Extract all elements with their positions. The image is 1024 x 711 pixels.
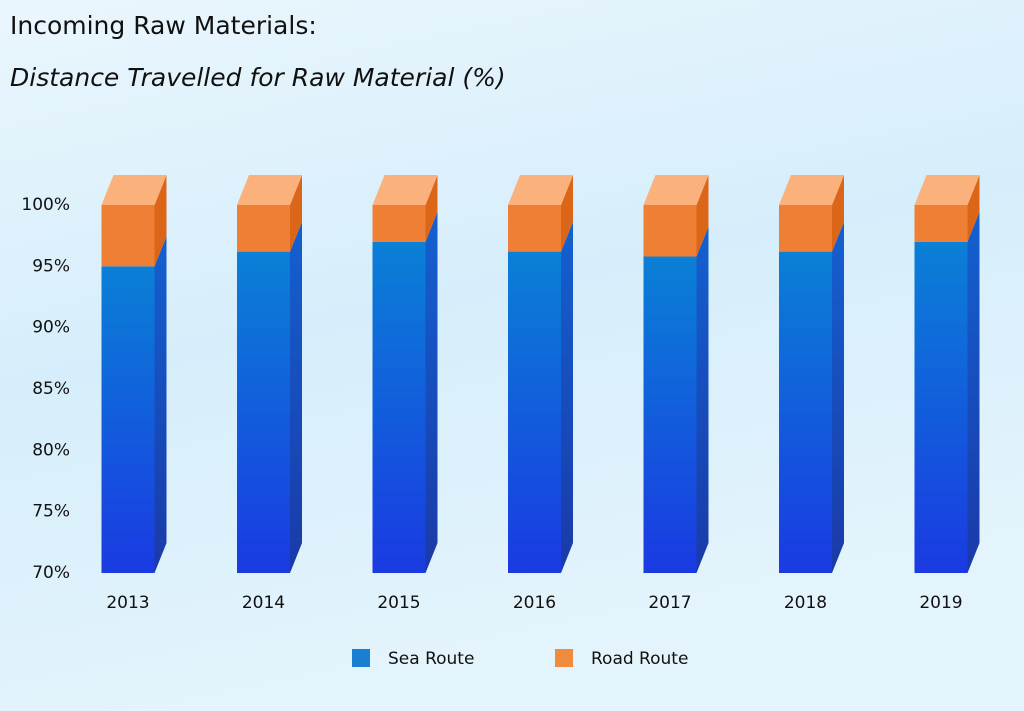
bar-side <box>561 175 573 252</box>
bar-front <box>237 205 290 252</box>
bar-front <box>779 251 832 573</box>
bar-top <box>372 175 438 205</box>
bar-segment <box>101 236 167 574</box>
y-tick-label: 100% <box>21 195 70 215</box>
bar-segment <box>914 175 980 242</box>
bar-side <box>696 175 709 257</box>
bar-front <box>508 205 561 252</box>
x-tick-label: 2013 <box>106 593 149 613</box>
bar-side <box>425 211 438 574</box>
bar-top <box>508 175 573 205</box>
bar-side <box>561 221 573 573</box>
bar-top <box>237 175 302 205</box>
bar-top <box>101 175 167 205</box>
bar-front <box>643 256 697 573</box>
bar-segment <box>779 221 844 573</box>
bar-side <box>290 221 302 573</box>
legend-label: Road Route <box>591 649 688 669</box>
bar-front <box>372 205 426 242</box>
bar-front <box>101 266 155 573</box>
bar-front <box>914 241 968 574</box>
legend-label: Sea Route <box>388 649 474 669</box>
bar-side <box>967 211 980 574</box>
bar-segment <box>779 175 844 252</box>
y-tick-label: 90% <box>32 318 70 338</box>
chart-subtitle: Distance Travelled for Raw Material (%) <box>10 63 506 92</box>
bar-front <box>237 251 290 573</box>
bar-front <box>643 205 697 257</box>
bar-front <box>914 205 968 242</box>
bar-side <box>154 236 167 574</box>
x-tick-label: 2016 <box>513 593 556 613</box>
bar-side <box>696 226 709 573</box>
legend-swatch <box>555 649 573 667</box>
bar-segment <box>643 226 709 573</box>
bar-side <box>425 175 438 242</box>
bar-segment <box>101 175 167 267</box>
x-tick-label: 2017 <box>648 593 691 613</box>
bar-segment <box>237 221 302 573</box>
bar-top <box>779 175 844 205</box>
bar-segment <box>508 221 573 573</box>
y-tick-label: 70% <box>32 563 70 583</box>
x-tick-label: 2019 <box>919 593 962 613</box>
bar-side <box>832 175 844 252</box>
bar-side <box>832 221 844 573</box>
x-tick-label: 2015 <box>377 593 420 613</box>
bar-top <box>643 175 709 205</box>
bar-segment <box>643 175 709 257</box>
bar-segment <box>914 211 980 574</box>
bar-front <box>372 241 426 574</box>
bar-side <box>290 175 302 252</box>
x-tick-label: 2018 <box>784 593 827 613</box>
bar-segment <box>237 175 302 252</box>
y-tick-label: 85% <box>32 379 70 399</box>
bar-side <box>967 175 980 242</box>
bar-segment <box>508 175 573 252</box>
bar-front <box>101 205 155 267</box>
y-tick-label: 75% <box>32 502 70 522</box>
bar-side <box>154 175 167 267</box>
bar-segment <box>372 175 438 242</box>
x-tick-label: 2014 <box>242 593 285 613</box>
y-tick-label: 95% <box>32 256 70 276</box>
bar-front <box>779 205 832 252</box>
chart-title: Incoming Raw Materials: <box>10 11 317 40</box>
y-tick-label: 80% <box>32 440 70 460</box>
bar-front <box>508 251 561 573</box>
bar-top <box>914 175 980 205</box>
bar-segment <box>372 211 438 574</box>
legend-swatch <box>352 649 370 667</box>
